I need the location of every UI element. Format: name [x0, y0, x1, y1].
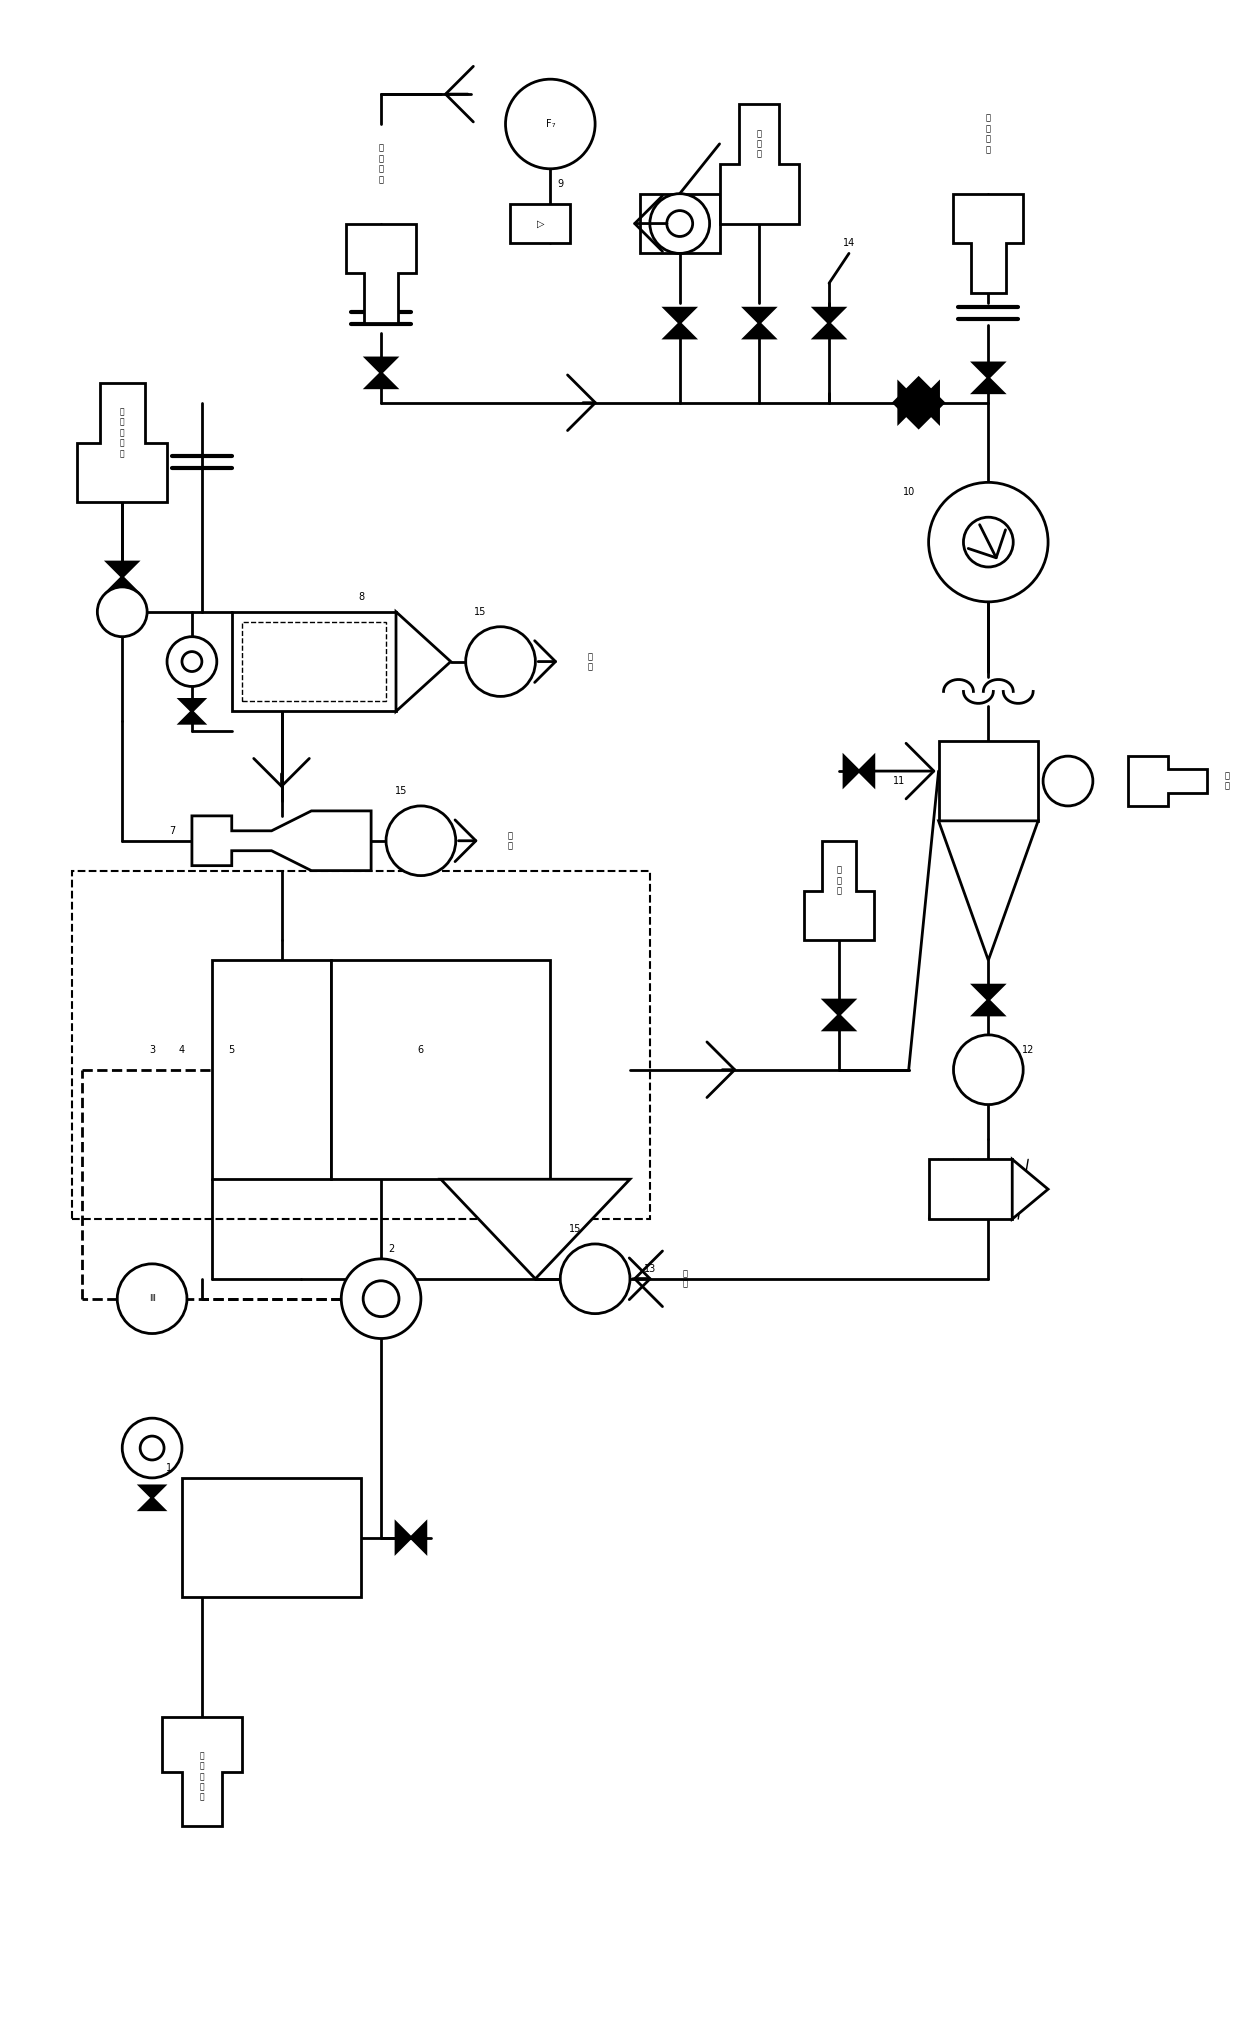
Circle shape: [954, 1034, 1023, 1105]
Bar: [511, 204, 570, 244]
Text: ▷: ▷: [537, 218, 544, 228]
Polygon shape: [665, 323, 694, 337]
Text: 蒸
汽
机: 蒸 汽 机: [756, 129, 761, 160]
Text: 8: 8: [358, 592, 365, 602]
Text: F₇: F₇: [546, 119, 556, 129]
Bar: [72, 871, 650, 1218]
Bar: [212, 960, 331, 1180]
Text: 15: 15: [475, 606, 487, 616]
Bar: [242, 622, 386, 701]
Circle shape: [560, 1244, 630, 1313]
Polygon shape: [108, 562, 138, 578]
Polygon shape: [954, 194, 1023, 293]
Text: 12: 12: [1022, 1044, 1034, 1054]
Polygon shape: [719, 105, 800, 224]
Polygon shape: [366, 374, 396, 388]
Polygon shape: [180, 711, 203, 723]
Text: 9: 9: [557, 178, 563, 188]
Circle shape: [667, 210, 693, 236]
Circle shape: [506, 79, 595, 170]
Text: 14: 14: [843, 238, 856, 248]
Circle shape: [341, 1258, 420, 1339]
Polygon shape: [919, 384, 939, 422]
Circle shape: [167, 636, 217, 687]
Polygon shape: [973, 378, 1003, 392]
Circle shape: [963, 517, 1013, 568]
Text: 循
环
气
体: 循 环 气 体: [378, 143, 383, 184]
Text: 4: 4: [179, 1044, 185, 1054]
Text: 3: 3: [149, 1044, 155, 1054]
Circle shape: [466, 626, 536, 697]
Circle shape: [118, 1265, 187, 1333]
Polygon shape: [108, 578, 138, 592]
Polygon shape: [815, 323, 844, 337]
Text: 6: 6: [418, 1044, 424, 1054]
Polygon shape: [140, 1497, 164, 1509]
Polygon shape: [859, 755, 874, 786]
Circle shape: [123, 1418, 182, 1479]
Polygon shape: [844, 755, 859, 786]
Polygon shape: [396, 612, 451, 711]
Polygon shape: [973, 364, 1003, 378]
Text: 15: 15: [569, 1224, 582, 1234]
Polygon shape: [396, 1523, 410, 1553]
Text: 11: 11: [893, 776, 905, 786]
Polygon shape: [744, 309, 774, 323]
Circle shape: [140, 1436, 164, 1460]
Polygon shape: [192, 810, 371, 871]
Polygon shape: [366, 358, 396, 374]
Circle shape: [363, 1281, 399, 1317]
Bar: [939, 741, 1038, 820]
Text: 粉
末: 粉 末: [682, 1269, 687, 1289]
Text: 压
缩
热
气
体: 压 缩 热 气 体: [120, 408, 124, 459]
Polygon shape: [1127, 755, 1208, 806]
Polygon shape: [180, 699, 203, 711]
Polygon shape: [346, 224, 415, 323]
Text: 粉
末: 粉 末: [508, 830, 513, 850]
Circle shape: [929, 483, 1048, 602]
Polygon shape: [805, 840, 874, 941]
Text: 压
缩
热
气
体: 压 缩 热 气 体: [200, 1751, 205, 1802]
Circle shape: [650, 194, 709, 252]
Polygon shape: [77, 384, 167, 503]
Text: 13: 13: [644, 1265, 656, 1275]
Polygon shape: [410, 1523, 425, 1553]
Polygon shape: [815, 309, 844, 323]
Text: Ⅲ: Ⅲ: [149, 1295, 155, 1303]
Polygon shape: [973, 986, 1003, 1000]
Bar: [331, 960, 551, 1180]
Text: 冷
冻
气
体: 冷 冻 气 体: [986, 113, 991, 154]
Text: 1: 1: [166, 1462, 172, 1473]
Polygon shape: [744, 323, 774, 337]
Polygon shape: [140, 1487, 164, 1497]
Text: 冷
冻
水: 冷 冻 水: [837, 867, 842, 895]
Text: 成
品: 成 品: [1225, 772, 1230, 790]
Bar: [232, 612, 396, 711]
Bar: [640, 194, 719, 252]
Polygon shape: [825, 1014, 854, 1030]
Polygon shape: [973, 1000, 1003, 1014]
Polygon shape: [939, 820, 1038, 959]
Polygon shape: [440, 1180, 630, 1279]
Bar: [929, 1159, 1012, 1218]
Text: 2: 2: [388, 1244, 394, 1254]
Text: 15: 15: [394, 786, 407, 796]
Polygon shape: [894, 378, 944, 428]
Polygon shape: [665, 309, 694, 323]
Circle shape: [182, 652, 202, 671]
Circle shape: [98, 588, 148, 636]
Text: 粉
末: 粉 末: [588, 652, 593, 671]
Polygon shape: [1012, 1159, 1048, 1218]
Circle shape: [386, 806, 456, 875]
Polygon shape: [162, 1717, 242, 1826]
Polygon shape: [899, 384, 919, 422]
Text: 5: 5: [228, 1044, 234, 1054]
Bar: [182, 1479, 361, 1598]
Circle shape: [1043, 755, 1092, 806]
Text: 7: 7: [169, 826, 175, 836]
Polygon shape: [825, 1000, 854, 1014]
Text: 10: 10: [903, 487, 915, 497]
